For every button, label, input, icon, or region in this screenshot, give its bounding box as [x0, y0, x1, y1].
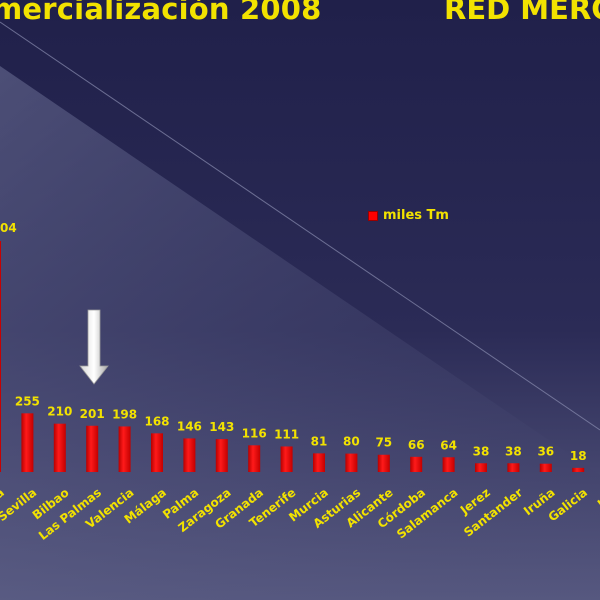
value-label: 36 [537, 445, 554, 459]
diagonal-line [0, 21, 600, 431]
legend-label: miles Tm [383, 208, 449, 223]
value-label: 111 [274, 427, 299, 441]
value-label: 04 [0, 221, 17, 235]
bar [86, 425, 99, 472]
bar [475, 463, 487, 472]
value-label: 80 [343, 435, 360, 449]
bar [410, 456, 423, 472]
value-label: 38 [505, 444, 522, 458]
down-arrow-annotation [79, 309, 109, 385]
value-label: 66 [408, 438, 425, 452]
value-label: 64 [440, 438, 457, 452]
bar [507, 463, 520, 472]
bar [0, 241, 1, 472]
legend-swatch [368, 210, 378, 221]
value-label: 201 [80, 407, 105, 421]
value-label: 168 [144, 414, 169, 428]
slide-title-right: RED MERC [444, 0, 600, 26]
value-label: 255 [15, 394, 40, 408]
value-label: 143 [209, 420, 234, 434]
chart-legend: miles Tm [368, 208, 449, 223]
value-label: 38 [473, 444, 490, 458]
category-label: Sevilla [0, 485, 39, 524]
value-label: 18 [570, 449, 587, 463]
category-label: Leó [595, 485, 600, 511]
bar [377, 454, 390, 472]
value-label: 210 [47, 405, 72, 419]
bar [248, 445, 261, 472]
bar [313, 453, 325, 472]
slide-title: mercialización 2008 [0, 0, 322, 26]
bar [53, 423, 66, 472]
bar [183, 438, 196, 472]
bar [539, 463, 552, 472]
bar [21, 413, 34, 472]
bar [345, 453, 358, 472]
bar [572, 467, 585, 472]
bar [442, 457, 455, 472]
bar [151, 433, 163, 472]
value-label: 75 [375, 436, 392, 450]
bar [118, 426, 131, 472]
bar [215, 439, 228, 472]
bar [280, 446, 293, 472]
value-label: 116 [242, 426, 267, 440]
value-label: 146 [177, 419, 202, 433]
category-label: a [0, 485, 7, 501]
value-label: 81 [311, 434, 328, 448]
value-label: 198 [112, 407, 137, 421]
